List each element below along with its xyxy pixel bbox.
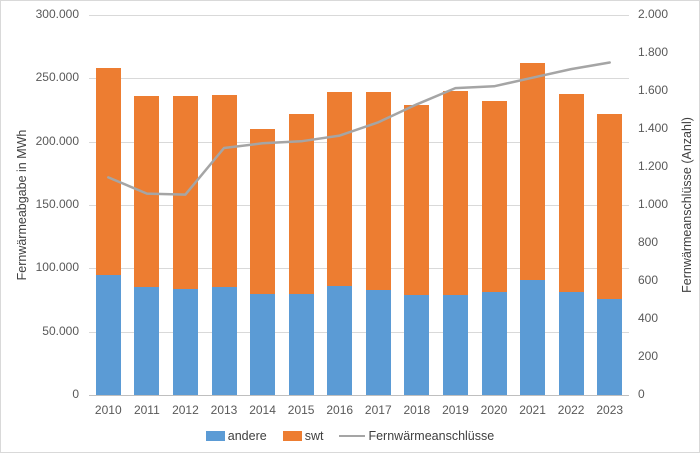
bar-andere-2012 xyxy=(172,288,198,395)
right-axis-tick-0: 0 xyxy=(638,387,645,401)
x-axis-label-2017: 2017 xyxy=(364,403,392,417)
bar-swt-2023 xyxy=(597,113,623,299)
x-axis-label-2015: 2015 xyxy=(287,403,315,417)
bar-andere-2013 xyxy=(211,287,237,395)
gridline xyxy=(89,205,629,206)
right-axis-tick-400: 400 xyxy=(638,311,659,325)
right-axis-tick-1.400: 1.400 xyxy=(638,121,669,135)
left-axis-tick-300.000: 300.000 xyxy=(35,7,79,21)
left-axis-tick-250.000: 250.000 xyxy=(35,70,79,85)
right-axis-tick-1.600: 1.600 xyxy=(638,83,669,97)
bar-swt-2012 xyxy=(172,96,198,289)
bar-andere-2016 xyxy=(327,286,353,395)
gridline xyxy=(89,141,629,143)
bar-swt-2019 xyxy=(442,91,468,295)
bar-swt-2016 xyxy=(327,92,353,287)
x-axis-label-2019: 2019 xyxy=(442,403,469,417)
x-axis-line xyxy=(89,395,629,396)
bar-swt-2013 xyxy=(211,94,237,288)
left-axis-tick-100.000: 100.000 xyxy=(35,260,79,275)
bar-swt-2014 xyxy=(250,129,276,294)
x-axis-label-2018: 2018 xyxy=(403,403,431,417)
bar-swt-2020 xyxy=(481,101,507,293)
x-axis-label-2010: 2010 xyxy=(94,403,122,417)
x-axis-label-2022: 2022 xyxy=(557,403,585,417)
bar-swt-2015 xyxy=(288,113,314,294)
right-axis-tick-600: 600 xyxy=(638,273,659,287)
x-axis-label-2020: 2020 xyxy=(480,403,508,417)
x-axis-label-2023: 2023 xyxy=(596,403,624,417)
gridline xyxy=(89,268,629,270)
left-axis-tick-0: 0 xyxy=(72,387,79,401)
fernwaermeanschluesse-line xyxy=(107,61,611,196)
bar-andere-2019 xyxy=(442,294,468,395)
bar-andere-2021 xyxy=(520,279,546,395)
left-axis-tick-labels: 0 50.000 100.000 150.000 200.000 250.000 300.0… xyxy=(1,7,81,401)
x-axis-label-2012: 2012 xyxy=(172,403,199,417)
bar-swt-2022 xyxy=(558,93,584,293)
left-axis-tick-50.000: 50.000 xyxy=(42,323,79,338)
right-axis-tick-1.000: 1.000 xyxy=(638,197,669,211)
legend-swatch-andere xyxy=(205,431,225,441)
right-axis-tick-1.200: 1.200 xyxy=(638,159,669,173)
plot-area xyxy=(89,15,629,396)
bar-andere-2017 xyxy=(365,289,391,395)
bar-andere-2022 xyxy=(558,292,584,395)
legend-label-swt: swt xyxy=(304,429,324,443)
bar-andere-2018 xyxy=(404,294,430,395)
legend-swatch-swt xyxy=(282,431,302,441)
bar-swt-2018 xyxy=(404,104,430,295)
bar-andere-2020 xyxy=(481,292,507,395)
right-axis-title: Fernwärmeanschlüsse (Anzahl) xyxy=(680,117,694,293)
bar-andere-2023 xyxy=(597,298,623,395)
x-axis-label-2011: 2011 xyxy=(133,403,160,417)
bar-swt-2021 xyxy=(520,63,546,280)
bar-andere-2010 xyxy=(95,274,121,395)
left-axis-tick-200.000: 200.000 xyxy=(35,133,79,148)
bar-andere-2011 xyxy=(134,287,160,395)
right-axis-tick-2.000: 2.000 xyxy=(638,7,669,21)
gridline xyxy=(89,331,629,333)
x-axis-label-2013: 2013 xyxy=(210,403,238,417)
legend-label-andere: andere xyxy=(227,429,267,443)
gridline xyxy=(89,78,629,80)
bar-swt-2010 xyxy=(95,68,121,275)
right-axis-tick-1.800: 1.800 xyxy=(638,45,669,59)
legend-item-swt: swt xyxy=(282,429,324,443)
gridline xyxy=(89,15,629,16)
legend-item-fernwaermeanschluesse: Fernwärmeanschlüsse xyxy=(339,429,494,443)
line-series-fernwaermeanschluesse xyxy=(107,61,611,196)
right-axis-tick-800: 800 xyxy=(638,235,659,249)
x-axis-label-2016: 2016 xyxy=(326,403,354,417)
right-axis-tick-200: 200 xyxy=(638,349,659,363)
bar-andere-2014 xyxy=(250,293,276,395)
right-axis-tick-labels: 0 200 400 600 800 1.000 1.200 1.400 1.600 1.800 2.… xyxy=(638,7,698,401)
bar-andere-2015 xyxy=(288,293,314,395)
bar-swt-2011 xyxy=(134,96,160,288)
legend-label-fernwaermeanschluesse: Fernwärmeanschlüsse xyxy=(368,429,495,443)
legend-item-andere: andere xyxy=(205,429,267,443)
x-axis-label-2014: 2014 xyxy=(249,403,276,417)
left-axis-tick-150.000: 150.000 xyxy=(35,197,79,211)
x-axis-label-2021: 2021 xyxy=(519,403,546,417)
legend-line-sample-icon xyxy=(339,434,366,438)
chart-legend: andere swt Fernwärmeanschlüsse xyxy=(1,425,699,447)
